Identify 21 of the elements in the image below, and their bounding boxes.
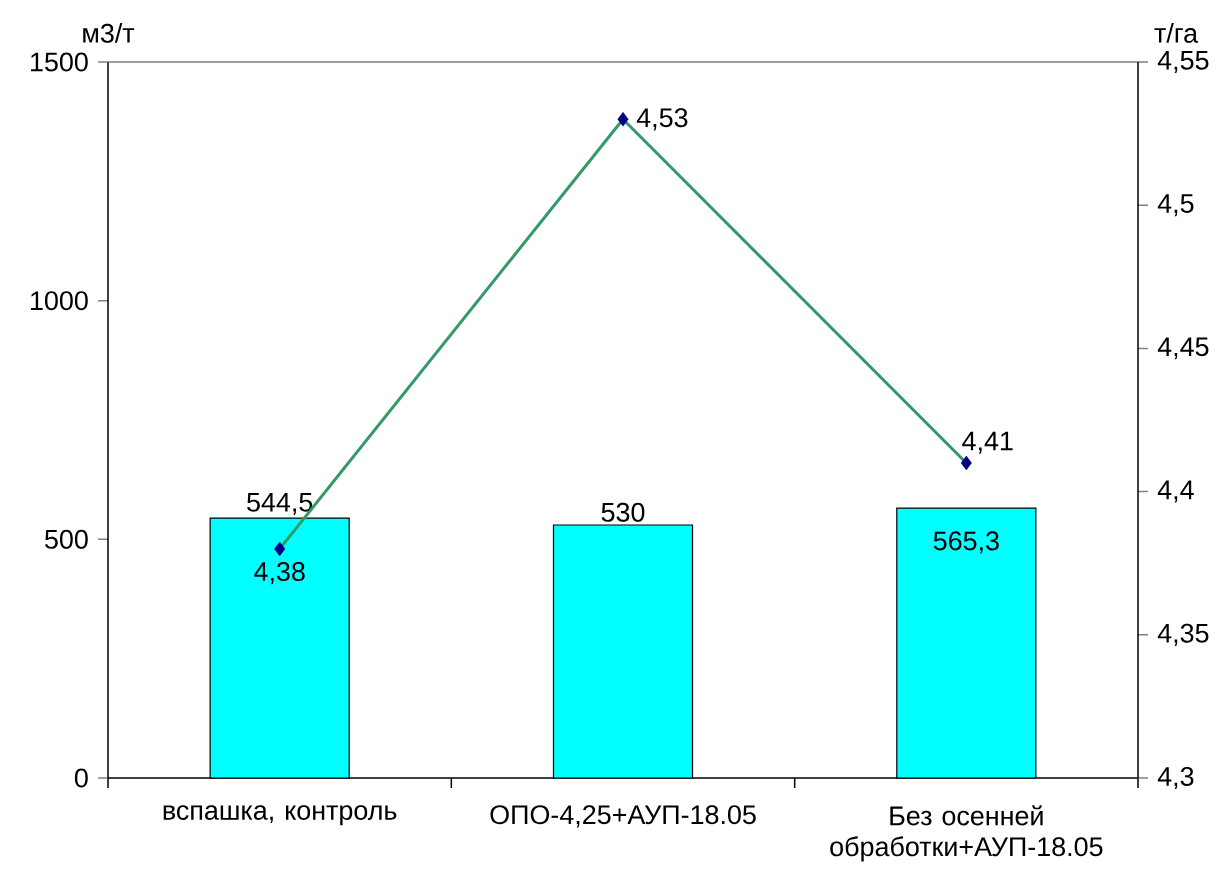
y2-tick-label: 4,55: [1157, 51, 1209, 73]
y-tick-label: 500: [45, 529, 88, 549]
x-tick-label: Без осенней обработки+АУП-18.05: [830, 805, 1103, 862]
data-label: 4,53: [636, 108, 688, 131]
y2-axis-title: т/га: [1154, 23, 1199, 43]
y-axis-title: м3/т: [83, 23, 135, 43]
y2-tick-label: 4,5: [1157, 194, 1194, 217]
data-label: 565,3: [933, 531, 999, 554]
x-tick-label: ОПО-4,25+АУП-18.05: [490, 805, 756, 828]
y-tick-label: 1500: [31, 52, 88, 72]
y-tick-label: 0: [74, 768, 88, 788]
x-tick-label: вспашка, контроль: [163, 805, 397, 826]
y2-tick-label: 4,45: [1157, 337, 1209, 360]
y-tick-label: 1000: [31, 291, 88, 311]
data-label: 4,41: [962, 431, 1013, 454]
data-label: 530: [601, 502, 645, 522]
data-label: 4,38: [254, 562, 305, 585]
y2-tick-label: 4,35: [1157, 623, 1209, 646]
data-label: 544,5: [247, 492, 313, 515]
y2-tick-label: 4,3: [1157, 766, 1194, 790]
y2-tick-label: 4,4: [1157, 480, 1194, 503]
